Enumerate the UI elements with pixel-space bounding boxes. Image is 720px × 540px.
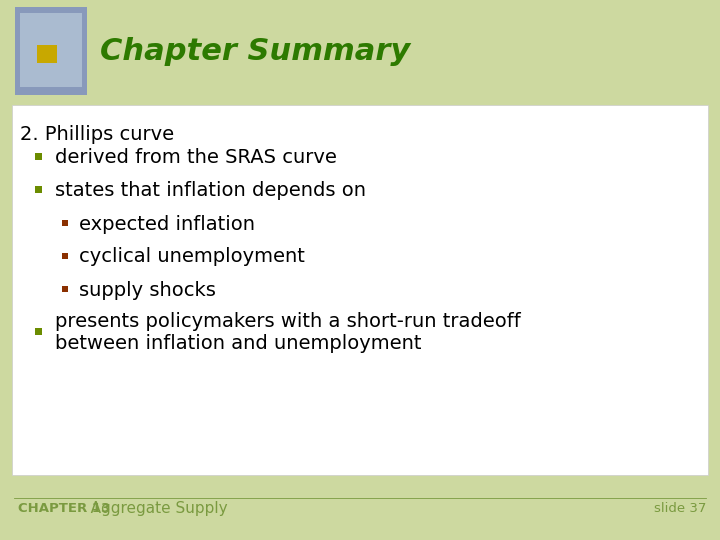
FancyBboxPatch shape: [12, 105, 708, 475]
Text: Chapter Summary: Chapter Summary: [100, 37, 410, 65]
Text: 2. Phillips curve: 2. Phillips curve: [20, 125, 174, 144]
Text: Aggregate Supply: Aggregate Supply: [76, 501, 228, 516]
Text: CHAPTER 13: CHAPTER 13: [18, 502, 110, 515]
Text: expected inflation: expected inflation: [79, 214, 255, 233]
Bar: [62, 220, 68, 226]
Text: states that inflation depends on: states that inflation depends on: [55, 181, 366, 200]
Text: supply shocks: supply shocks: [79, 280, 216, 300]
FancyBboxPatch shape: [15, 7, 87, 95]
Bar: [35, 328, 42, 335]
FancyBboxPatch shape: [37, 45, 57, 63]
Text: cyclical unemployment: cyclical unemployment: [79, 247, 305, 267]
Text: derived from the SRAS curve: derived from the SRAS curve: [55, 148, 337, 167]
Text: slide 37: slide 37: [654, 502, 706, 515]
Bar: [62, 286, 68, 292]
Bar: [35, 153, 42, 160]
FancyBboxPatch shape: [20, 13, 82, 87]
Bar: [35, 186, 42, 193]
Bar: [62, 253, 68, 259]
Text: presents policymakers with a short-run tradeoff
between inflation and unemployme: presents policymakers with a short-run t…: [55, 312, 521, 353]
